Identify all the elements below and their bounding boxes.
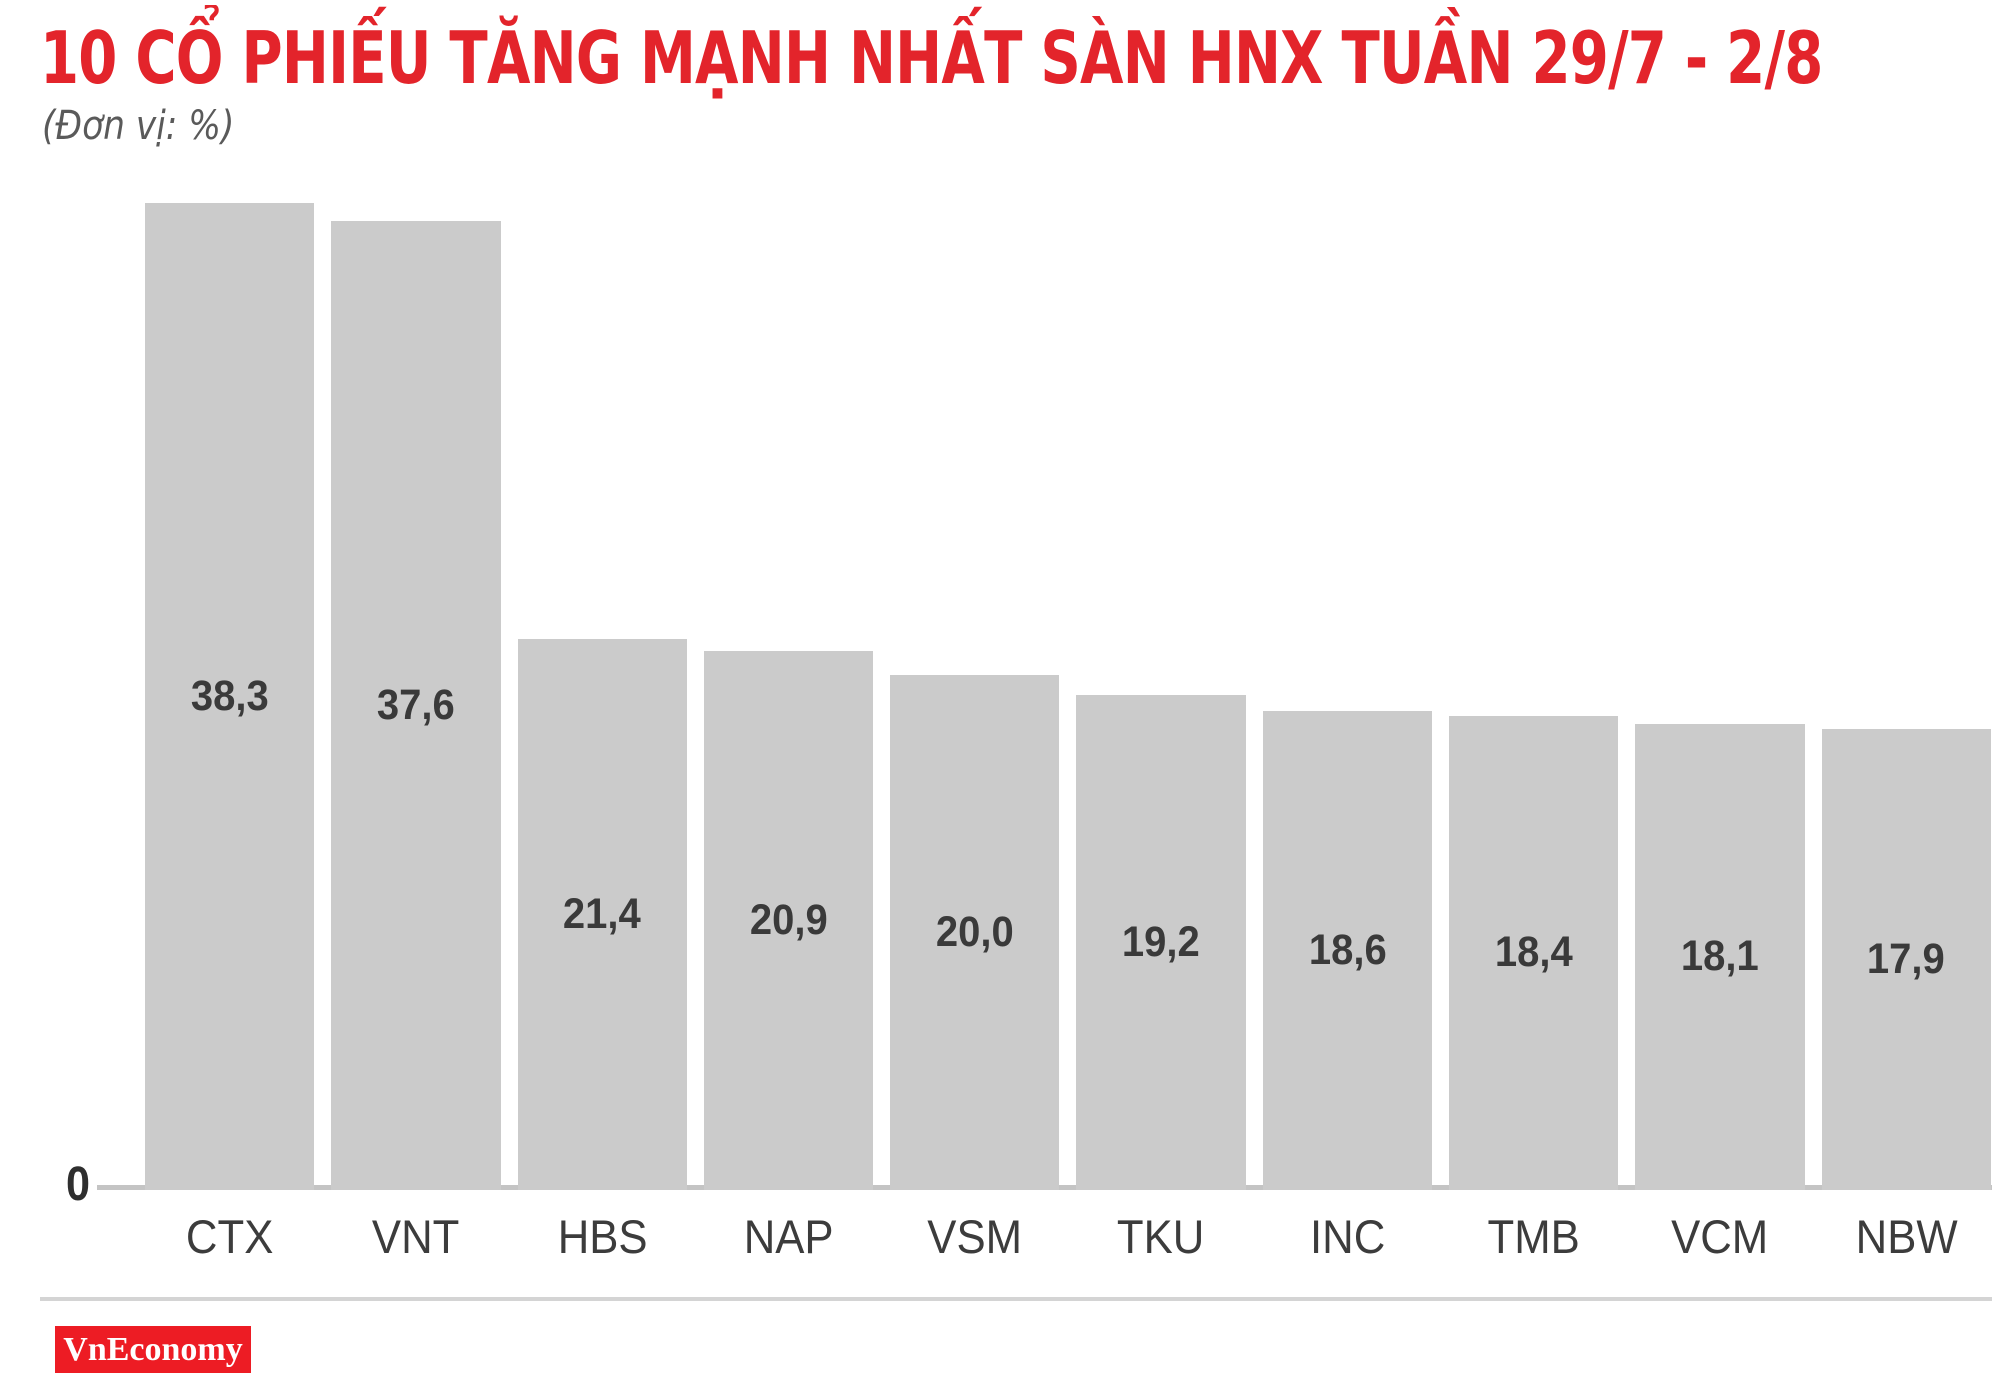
bar-value-label: 17,9 bbox=[1867, 934, 1946, 983]
bar-value-label: 18,1 bbox=[1681, 932, 1759, 981]
bar-value-label: 20,0 bbox=[935, 907, 1014, 956]
bar-NBW: 17,9 bbox=[1821, 728, 1991, 1190]
category-label-CTX: CTX bbox=[185, 1210, 274, 1263]
vneconomy-logo-text: VnEconomy bbox=[63, 1330, 243, 1368]
bar-value-label: 38,3 bbox=[190, 672, 269, 720]
category-label-VCM: VCM bbox=[1671, 1210, 1769, 1263]
bar-value-label: 20,9 bbox=[749, 896, 828, 945]
category-label-INC: INC bbox=[1309, 1210, 1386, 1263]
footer-divider bbox=[40, 1297, 1992, 1301]
bar-HBS: 21,4 bbox=[517, 638, 687, 1190]
bar-value-label: 37,6 bbox=[377, 681, 455, 730]
y-axis-zero-tick: 0 bbox=[65, 1158, 90, 1211]
category-label-TMB: TMB bbox=[1487, 1210, 1580, 1263]
bar-VSM: 20,0 bbox=[890, 674, 1060, 1190]
bar-TKU: 19,2 bbox=[1076, 695, 1246, 1190]
bar-INC: 18,6 bbox=[1262, 710, 1433, 1190]
chart-title: 10 CỔ PHIẾU TĂNG MẠNH NHẤT SÀN HNX TUẦN … bbox=[40, 16, 1823, 100]
bar-CTX: 38,3 bbox=[145, 203, 315, 1190]
category-axis: CTX VNT HBS NAP VSM TKU INC TMB VCM NBW bbox=[145, 1211, 1991, 1263]
category-label-VSM: VSM bbox=[927, 1210, 1023, 1263]
unit-note: (Đơn vị: %) bbox=[42, 103, 235, 149]
bar-plot: 38,3 37,6 21,4 20,9 20,0 19,2 18,6 18,4 18,1 17,9 bbox=[145, 203, 1991, 1190]
category-label-NAP: NAP bbox=[743, 1210, 834, 1263]
bar-value-label: 18,4 bbox=[1494, 928, 1573, 977]
category-label-NBW: NBW bbox=[1855, 1210, 1958, 1263]
bar-value-label: 19,2 bbox=[1122, 918, 1201, 967]
bar-VCM: 18,1 bbox=[1635, 723, 1805, 1190]
bar-VNT: 37,6 bbox=[331, 221, 501, 1190]
bar-value-label: 21,4 bbox=[563, 889, 642, 938]
bar-TMB: 18,4 bbox=[1449, 715, 1619, 1190]
bar-NAP: 20,9 bbox=[703, 651, 874, 1190]
category-label-VNT: VNT bbox=[372, 1210, 460, 1263]
vneconomy-logo: VnEconomy bbox=[55, 1326, 251, 1373]
bar-value-label: 18,6 bbox=[1308, 925, 1387, 974]
category-label-TKU: TKU bbox=[1117, 1210, 1205, 1263]
category-label-HBS: HBS bbox=[557, 1210, 648, 1263]
